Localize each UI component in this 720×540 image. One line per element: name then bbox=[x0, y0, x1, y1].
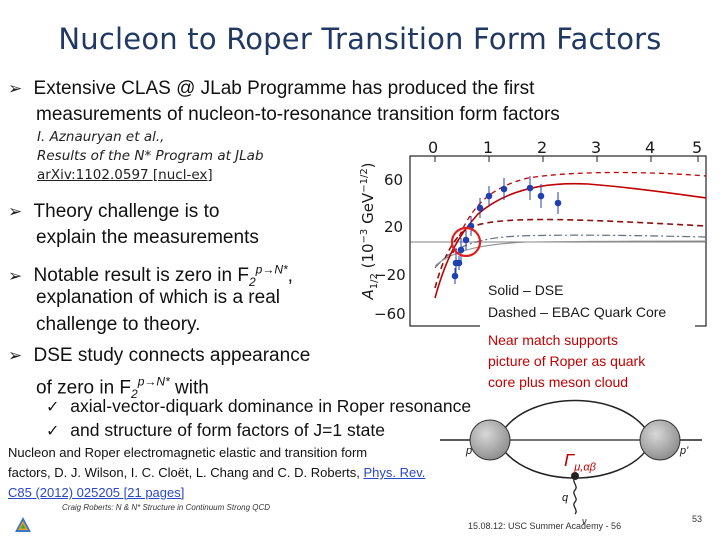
bullet-1: ➢ Extensive CLAS @ JLab Programme has pr… bbox=[8, 77, 534, 101]
legend-solid: Solid – DSE bbox=[488, 282, 564, 298]
label-p: p bbox=[466, 445, 473, 457]
bullet-4-prefix: of zero in F bbox=[36, 377, 132, 399]
y-axis-symbol: A bbox=[359, 289, 377, 300]
x-tick-1: 1 bbox=[483, 138, 494, 157]
bullet-2: ➢ Theory challenge is to bbox=[8, 200, 219, 224]
checkmark-icon: ✓ bbox=[46, 399, 60, 416]
red-dashed-curve bbox=[452, 171, 707, 254]
right-vertex-blob bbox=[639, 419, 681, 461]
dash-dot-curve bbox=[434, 234, 707, 269]
y-tick-60: 60 bbox=[384, 171, 404, 189]
x-tick-marks bbox=[434, 156, 699, 162]
page-number: 53 bbox=[692, 514, 703, 524]
legend-dashed: Dashed – EBAC Quark Core bbox=[488, 304, 667, 320]
citation-journal-link[interactable]: Phys. Rev. bbox=[363, 465, 426, 480]
check-item-1-text: axial-vector-diquark dominance in Roper … bbox=[70, 396, 472, 416]
y-tick-20: 20 bbox=[384, 218, 404, 236]
note-line-2: picture of Roper as quark bbox=[488, 353, 646, 369]
f2-subscript: 2 bbox=[248, 275, 256, 290]
citation-authors: factors, D. J. Wilson, I. C. Cloët, L. C… bbox=[8, 465, 364, 480]
citation-line-2: factors, D. J. Wilson, I. C. Cloët, L. C… bbox=[8, 463, 425, 482]
logo-icon bbox=[14, 516, 32, 534]
bullet-1-line-2: measurements of nucleon-to-resonance tra… bbox=[36, 104, 560, 125]
y-axis-close: ) bbox=[359, 162, 377, 169]
y-axis-gev-exp: −1/2 bbox=[359, 168, 370, 193]
bullet-3-text: Notable result is zero in F bbox=[33, 265, 249, 287]
f2-superscript: p→N* bbox=[137, 375, 170, 389]
bullet-arrow-icon: ➢ bbox=[8, 346, 23, 365]
left-vertex-blob bbox=[469, 419, 511, 461]
bullet-3: ➢ Notable result is zero in F2p→N*, bbox=[8, 258, 293, 294]
y-axis-units: (10 bbox=[359, 243, 377, 269]
x-tick-3: 3 bbox=[591, 138, 602, 157]
bullet-arrow-icon: ➢ bbox=[8, 79, 23, 98]
vertex-diagram-canvas bbox=[440, 399, 702, 515]
y-axis-label: A1/2 (10−3 GeV−1/2) bbox=[359, 141, 381, 321]
reference-authors: I. Aznauryan et al., bbox=[37, 129, 165, 145]
photon-line bbox=[573, 477, 577, 515]
vertex-diagram: Γμ,αβ p p' q ν bbox=[440, 388, 720, 538]
x-tick-4: 4 bbox=[645, 138, 656, 157]
reference-title: Results of the N* Program at JLab bbox=[37, 148, 264, 164]
check-item-1: ✓ axial-vector-diquark dominance in Rope… bbox=[46, 396, 471, 417]
citation-volume-link[interactable]: C85 (2012) 025205 [21 pages] bbox=[8, 485, 185, 500]
checkmark-icon: ✓ bbox=[46, 423, 60, 440]
y-axis-symbol-sub: 1/2 bbox=[369, 273, 380, 290]
label-nu: ν bbox=[582, 516, 587, 526]
ebac-dashed-curve bbox=[434, 218, 707, 289]
x-tick-2: 2 bbox=[537, 138, 548, 157]
bullet-3-line-3: challenge to theory. bbox=[36, 314, 201, 335]
credit-line: Craig Roberts: N & N* Structure in Conti… bbox=[62, 503, 271, 512]
y-axis-exp: −3 bbox=[359, 228, 370, 244]
reference-arxiv-link[interactable]: arXiv:1102.0597 [nucl-ex] bbox=[37, 167, 213, 183]
zero-crossing-circle bbox=[450, 226, 482, 258]
label-pprime: p' bbox=[680, 445, 689, 457]
bullet-4-suffix: with bbox=[169, 377, 209, 399]
f2-superscript: p→N* bbox=[255, 263, 288, 277]
bullet-4-line-1: DSE study connects appearance bbox=[33, 345, 311, 366]
x-tick-0: 0 bbox=[428, 138, 439, 157]
bullet-4: ➢ DSE study connects appearance bbox=[8, 344, 310, 368]
y-tick-neg20: −20 bbox=[374, 266, 406, 284]
x-tick-5: 5 bbox=[692, 138, 703, 157]
check-item-2-text: and structure of form factors of J=1 sta… bbox=[70, 420, 385, 440]
dse-solid-curve bbox=[434, 182, 707, 299]
gamma-symbol: Γ bbox=[564, 450, 575, 470]
event-label: 15.08.12: USC Summer Academy - 56 bbox=[468, 521, 622, 531]
bullet-3-suffix: , bbox=[287, 265, 293, 287]
label-q: q bbox=[562, 492, 569, 504]
bullet-arrow-icon: ➢ bbox=[8, 202, 23, 221]
note-line-1: Near match supports bbox=[488, 332, 618, 348]
logo-shape bbox=[15, 517, 31, 532]
note-line-3: core plus meson cloud bbox=[488, 374, 629, 390]
photon-vertex bbox=[571, 472, 579, 480]
page-title: Nucleon to Roper Transition Form Factors bbox=[58, 22, 662, 56]
bullet-2-line-1: Theory challenge is to bbox=[33, 201, 220, 222]
bullet-2-line-2: explain the measurements bbox=[36, 227, 259, 248]
gamma-vertex-label: Γμ,αβ bbox=[564, 450, 596, 474]
bullet-3-line-2: explanation of which is a real bbox=[36, 287, 280, 308]
citation-line-1: Nucleon and Roper electromagnetic elasti… bbox=[8, 445, 368, 460]
legend-box bbox=[480, 276, 695, 328]
y-axis-gev: GeV bbox=[359, 192, 377, 224]
bullet-arrow-icon: ➢ bbox=[8, 266, 23, 286]
bullet-4-line-2: of zero in F2p→N* with bbox=[36, 370, 209, 406]
data-points bbox=[451, 176, 562, 284]
check-item-2: ✓ and structure of form factors of J=1 s… bbox=[46, 420, 385, 441]
f2-subscript: 2 bbox=[131, 387, 138, 402]
bullet-1-line-1: Extensive CLAS @ JLab Programme has prod… bbox=[33, 78, 535, 99]
y-tick-neg60: −60 bbox=[374, 305, 406, 323]
gamma-subscript: μ,αβ bbox=[574, 461, 596, 474]
upper-arc bbox=[501, 399, 649, 433]
